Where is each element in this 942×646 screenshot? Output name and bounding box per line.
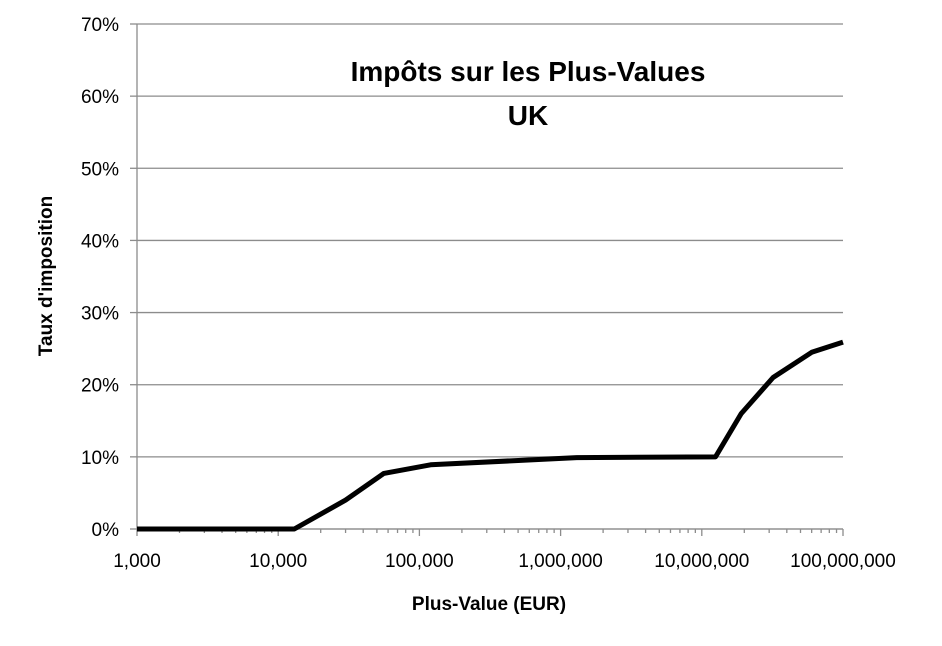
y-tick-label: 0% (92, 520, 120, 541)
y-tick-label: 20% (81, 376, 119, 397)
axes (130, 23, 844, 536)
x-tick-label: 1,000,000 (518, 551, 603, 572)
series-layer (137, 339, 844, 532)
x-tick-label: 10,000 (249, 551, 307, 572)
chart-title-line-2: UK (508, 100, 548, 131)
x-tick-label: 10,000,000 (654, 551, 749, 572)
series-line (137, 339, 844, 532)
y-tick-label: 60% (81, 87, 119, 108)
y-tick-label: 40% (81, 231, 119, 252)
y-tick-label: 30% (81, 304, 119, 325)
x-tick-label: 1,000 (113, 551, 161, 572)
chart-title-line-1: Impôts sur les Plus-Values (351, 56, 706, 87)
gridlines (137, 23, 843, 530)
x-axis-title: Plus-Value (EUR) (412, 594, 566, 615)
x-tick-label: 100,000 (385, 551, 454, 572)
y-axis-title: Taux d'imposition (36, 196, 57, 356)
y-tick-label: 70% (81, 15, 119, 36)
y-tick-label: 50% (81, 159, 119, 180)
x-tick-label: 100,000,000 (790, 551, 896, 572)
x-tick-labels: 1,000 10,000 100,000 1,000,000 10,000,000 100… (113, 551, 896, 572)
y-tick-label: 10% (81, 448, 119, 469)
y-tick-labels: 0% 10% 20% 30% 40% 50% 60% 70% (81, 15, 119, 541)
